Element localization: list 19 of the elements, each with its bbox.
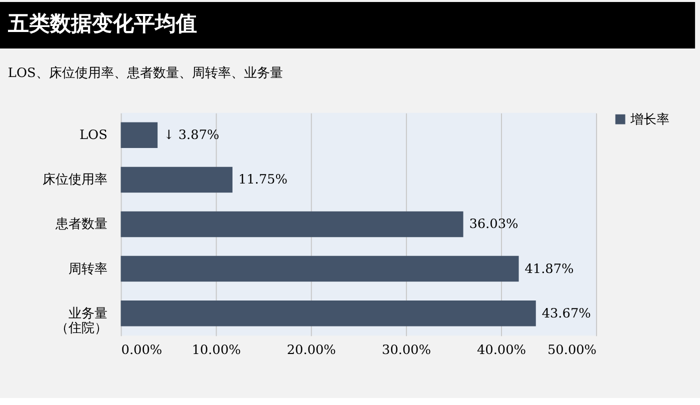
- chart-title: 五类数据变化平均值: [6, 10, 197, 36]
- y-tick-label: 床位使用率: [42, 172, 108, 188]
- y-tick-label: 周转率: [68, 260, 108, 277]
- legend-label: 增长率: [630, 111, 670, 128]
- x-tick-label: 0.00%: [121, 342, 162, 358]
- text: 11.75%: [238, 172, 288, 188]
- x-tick-label: 20.00%: [286, 342, 336, 358]
- y-tick-label: LOS: [80, 128, 108, 144]
- x-tick-label: 10.00%: [192, 342, 241, 358]
- y-tick-label: 患者数量: [54, 217, 108, 232]
- text: ↓ 3.87%: [164, 128, 220, 144]
- x-tick-label: 30.00%: [382, 342, 431, 358]
- x-tick-label: 50.00%: [547, 342, 597, 358]
- chart-subtitle: LOS、床位使用率、患者数量、周转率、业务量: [8, 65, 283, 82]
- y-tick-label: 业务量（住院）: [55, 306, 108, 336]
- text: 41.87%: [524, 262, 574, 277]
- text: 43.67%: [542, 306, 591, 322]
- text: 36.03%: [469, 217, 518, 232]
- x-tick-label: 40.00%: [476, 342, 526, 358]
